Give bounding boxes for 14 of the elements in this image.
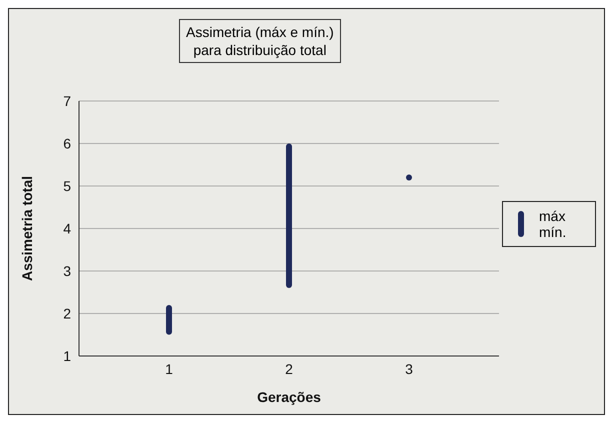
y-tick-label: 7	[63, 92, 72, 109]
y-tick-label: 3	[63, 262, 72, 279]
legend-label: máx mín.	[539, 208, 566, 240]
y-axis-title: Assimetria total	[18, 176, 35, 282]
chart-title: Assimetria (máx e mín.) para distribuição total	[186, 23, 334, 59]
x-tick-label: 3	[405, 360, 414, 377]
x-axis-title: Gerações	[257, 389, 322, 405]
y-tick-label: 5	[63, 178, 72, 194]
y-tick-label: 4	[63, 220, 72, 236]
y-tick-label: 6	[63, 135, 72, 152]
x-tick-label: 1	[165, 360, 174, 377]
y-tick-label: 1	[63, 348, 72, 364]
x-tick-label: 2	[285, 360, 294, 377]
y-tick-label: 2	[63, 305, 72, 322]
